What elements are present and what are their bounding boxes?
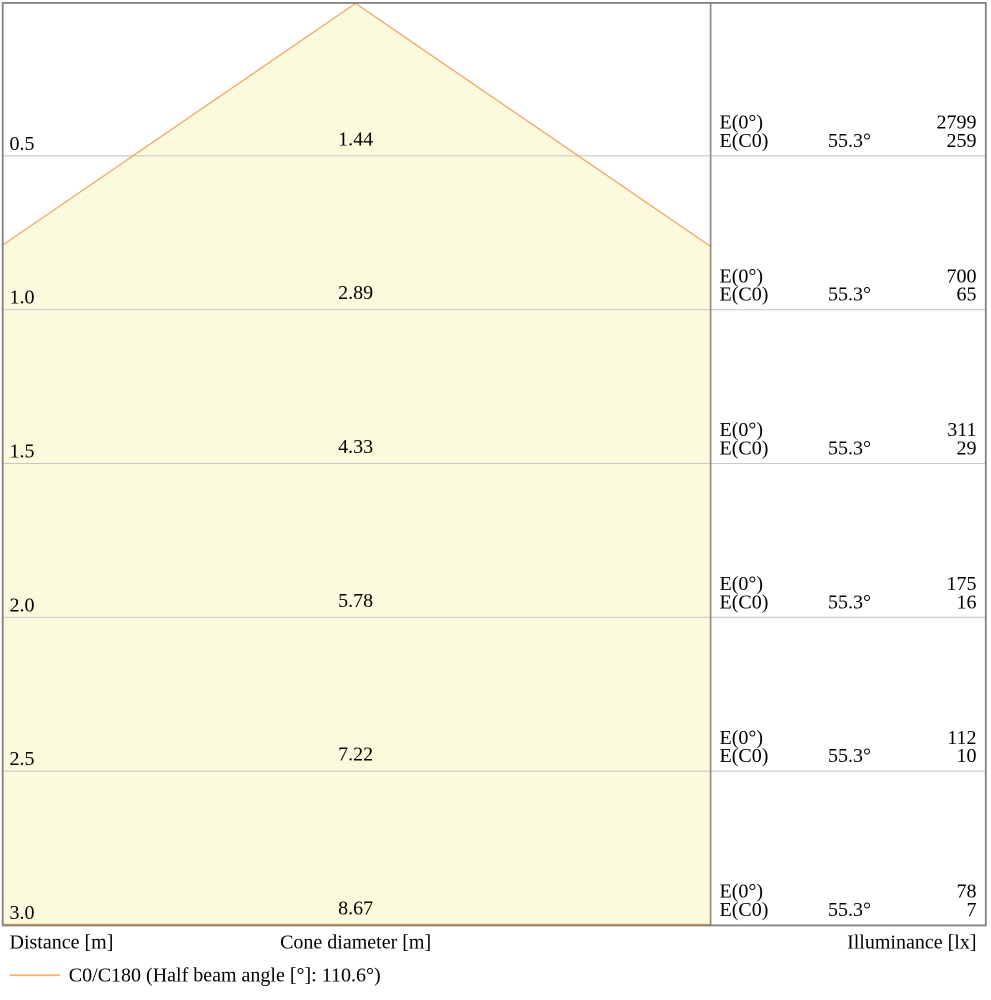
- svg-text:1.0: 1.0: [10, 287, 35, 309]
- svg-text:16: 16: [957, 591, 977, 613]
- svg-text:7: 7: [967, 899, 977, 921]
- svg-text:7.22: 7.22: [338, 744, 373, 766]
- svg-text:E(C0): E(C0): [720, 284, 769, 306]
- svg-text:2.89: 2.89: [338, 282, 373, 304]
- svg-text:65: 65: [957, 284, 977, 306]
- svg-text:Distance [m]: Distance [m]: [10, 932, 114, 954]
- svg-text:E(C0): E(C0): [720, 899, 769, 921]
- svg-text:E(0°): E(0°): [720, 573, 764, 595]
- svg-text:E(C0): E(C0): [720, 130, 769, 152]
- svg-text:E(0°): E(0°): [720, 727, 764, 749]
- svg-text:55.3°: 55.3°: [828, 284, 871, 306]
- svg-text:Cone diameter [m]: Cone diameter [m]: [280, 932, 431, 954]
- svg-text:E(C0): E(C0): [720, 438, 769, 460]
- svg-text:2.5: 2.5: [10, 748, 35, 770]
- svg-text:8.67: 8.67: [338, 898, 373, 920]
- svg-text:55.3°: 55.3°: [828, 899, 871, 921]
- svg-text:Illuminance [lx]: Illuminance [lx]: [847, 932, 976, 954]
- svg-text:29: 29: [957, 438, 977, 460]
- svg-text:311: 311: [947, 419, 976, 441]
- svg-text:0.5: 0.5: [10, 133, 35, 155]
- svg-text:4.33: 4.33: [338, 436, 373, 458]
- svg-text:112: 112: [947, 727, 976, 749]
- svg-text:78: 78: [957, 881, 977, 903]
- svg-text:E(0°): E(0°): [720, 419, 764, 441]
- svg-text:259: 259: [947, 130, 977, 152]
- svg-text:E(0°): E(0°): [720, 881, 764, 903]
- svg-text:E(C0): E(C0): [720, 591, 769, 613]
- svg-text:55.3°: 55.3°: [828, 591, 871, 613]
- svg-text:E(0°): E(0°): [720, 111, 764, 133]
- svg-text:700: 700: [947, 265, 977, 287]
- svg-text:E(0°): E(0°): [720, 265, 764, 287]
- svg-text:55.3°: 55.3°: [828, 130, 871, 152]
- svg-text:175: 175: [947, 573, 977, 595]
- svg-text:1.5: 1.5: [10, 441, 35, 463]
- svg-text:5.78: 5.78: [338, 590, 373, 612]
- svg-text:E(C0): E(C0): [720, 745, 769, 767]
- svg-text:3.0: 3.0: [10, 902, 35, 924]
- svg-text:2799: 2799: [937, 111, 977, 133]
- svg-text:55.3°: 55.3°: [828, 745, 871, 767]
- svg-text:C0/C180 (Half beam angle [°]:: C0/C180 (Half beam angle [°]: 110.6°): [69, 965, 381, 987]
- svg-text:10: 10: [957, 745, 977, 767]
- svg-text:1.44: 1.44: [338, 128, 373, 150]
- svg-text:55.3°: 55.3°: [828, 438, 871, 460]
- svg-text:2.0: 2.0: [10, 594, 35, 616]
